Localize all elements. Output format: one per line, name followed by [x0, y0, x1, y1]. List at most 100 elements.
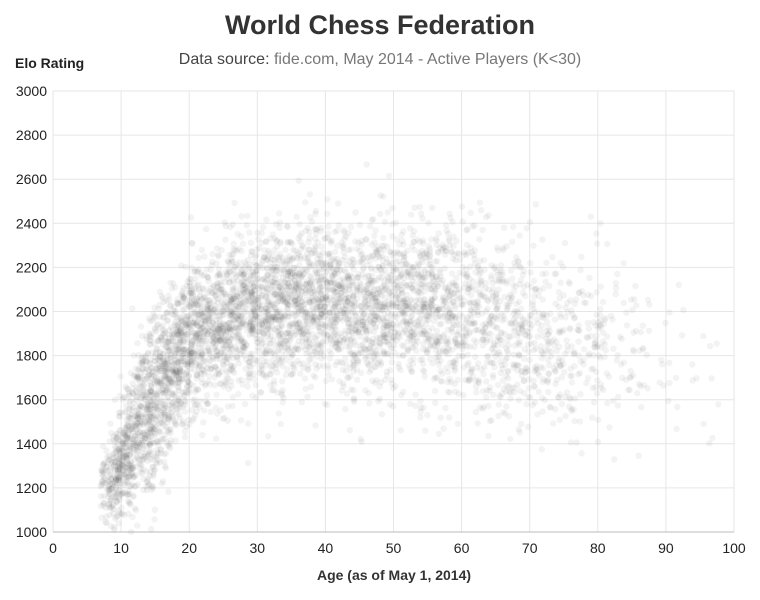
scatter-point [201, 339, 208, 346]
scatter-point [148, 388, 155, 395]
scatter-point [140, 466, 147, 473]
scatter-point [160, 409, 167, 417]
scatter-point [307, 356, 315, 363]
scatter-point [503, 403, 510, 410]
scatter-point [305, 331, 312, 338]
scatter-point [215, 295, 222, 302]
scatter-point [195, 340, 202, 347]
scatter-point [172, 390, 179, 397]
scatter-point [254, 300, 262, 307]
scatter-point [371, 295, 379, 302]
scatter-point [610, 345, 617, 352]
scatter-point [134, 481, 141, 488]
scatter-point [310, 315, 317, 323]
scatter-point [435, 230, 442, 237]
scatter-point [333, 318, 340, 326]
scatter-point [179, 420, 187, 427]
scatter-point [187, 325, 194, 333]
scatter-point [185, 329, 192, 336]
scatter-point [595, 322, 602, 330]
scatter-point [405, 268, 412, 276]
scatter-point [220, 274, 227, 282]
scatter-point [368, 279, 375, 286]
scatter-point [109, 481, 116, 488]
scatter-point [121, 394, 128, 401]
scatter-point [202, 348, 210, 355]
scatter-point [203, 225, 210, 233]
scatter-point [395, 352, 403, 359]
scatter-point [221, 414, 228, 422]
scatter-point [156, 362, 163, 369]
scatter-point [369, 294, 376, 301]
scatter-point [264, 253, 272, 261]
scatter-point [135, 415, 142, 423]
scatter-point [391, 329, 398, 336]
scatter-point [125, 473, 132, 481]
scatter-point [358, 241, 365, 248]
scatter-point [218, 330, 225, 337]
scatter-point [478, 310, 486, 317]
scatter-point [324, 210, 331, 217]
scatter-point [228, 255, 235, 262]
scatter-point [359, 251, 366, 258]
scatter-point [666, 359, 673, 366]
scatter-point [118, 510, 126, 517]
scatter-point [488, 417, 495, 424]
scatter-point [434, 333, 442, 340]
scatter-point [174, 322, 182, 329]
scatter-point [321, 276, 328, 283]
scatter-point [134, 419, 141, 427]
scatter-point [253, 294, 260, 301]
scatter-point [318, 310, 325, 317]
scatter-point [410, 270, 417, 278]
scatter-point [177, 368, 184, 375]
scatter-point [516, 263, 523, 270]
scatter-point [122, 383, 129, 390]
scatter-point [500, 247, 507, 254]
scatter-point [394, 284, 401, 292]
scatter-point [161, 329, 169, 336]
scatter-point [282, 339, 289, 346]
scatter-point [312, 230, 320, 237]
scatter-point [136, 419, 144, 427]
scatter-point [187, 275, 194, 283]
scatter-point [356, 221, 364, 229]
scatter-point [672, 374, 680, 382]
scatter-point [307, 383, 315, 390]
scatter-point [177, 319, 184, 326]
scatter-point [408, 211, 415, 218]
scatter-point [389, 220, 396, 228]
scatter-point [153, 399, 160, 406]
scatter-point [114, 467, 122, 474]
scatter-point [409, 232, 416, 239]
scatter-point [424, 338, 431, 345]
scatter-point [159, 322, 167, 329]
scatter-point [309, 330, 316, 338]
scatter-point [377, 192, 384, 199]
scatter-point [507, 395, 514, 402]
scatter-point [353, 376, 361, 383]
scatter-point [244, 256, 252, 264]
scatter-point [225, 368, 233, 375]
scatter-point [122, 433, 129, 440]
scatter-point [191, 302, 198, 309]
scatter-point [492, 353, 499, 360]
scatter-point [158, 333, 165, 341]
scatter-point [364, 352, 372, 360]
scatter-point [269, 278, 277, 286]
scatter-point [287, 267, 294, 274]
scatter-point [450, 282, 457, 289]
scatter-point [395, 304, 402, 311]
scatter-point [144, 410, 151, 417]
scatter-point [442, 404, 449, 412]
scatter-point [432, 285, 439, 292]
scatter-point [470, 309, 477, 316]
scatter-point [227, 362, 234, 369]
scatter-point [173, 321, 181, 328]
scatter-point [296, 283, 303, 290]
scatter-point [323, 401, 331, 409]
scatter-point [490, 342, 497, 349]
scatter-point [580, 361, 587, 368]
scatter-point [164, 365, 171, 372]
scatter-point [258, 294, 265, 302]
